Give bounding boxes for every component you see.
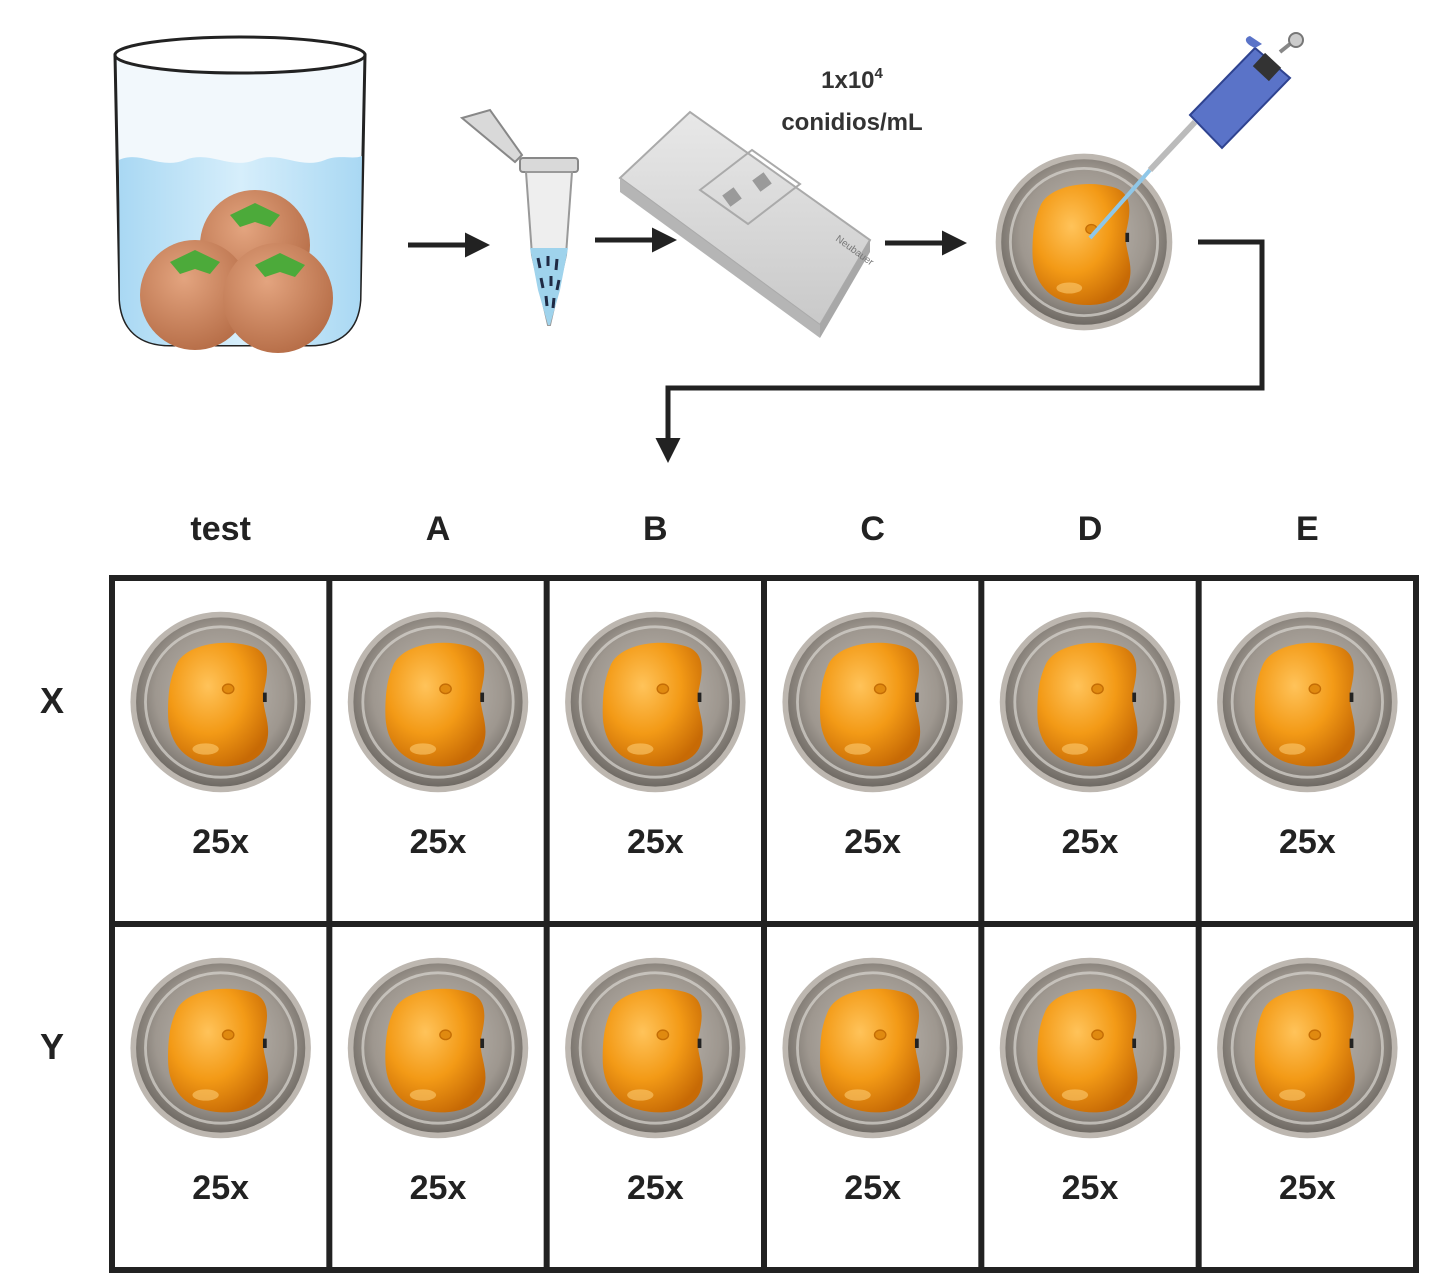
cell-count-label: 25x [1279, 823, 1336, 861]
connector-line [655, 239, 1265, 463]
cell-count-label: 25x [410, 823, 467, 861]
fruit-dish-icon [781, 956, 965, 1140]
fruit-dish-icon [1215, 610, 1399, 794]
cell-count-label: 25x [1279, 1169, 1336, 1207]
cell-count-label: 25x [1062, 823, 1119, 861]
column-header-d: D [1078, 510, 1103, 548]
fruit-dish-icon [1215, 956, 1399, 1140]
cell-count-label: 25x [844, 823, 901, 861]
microtube-icon [459, 108, 579, 326]
concentration-label: 1x104 [821, 65, 883, 94]
cell-count-label: 25x [844, 1169, 901, 1207]
concentration-unit: conidios/mL [781, 109, 922, 136]
column-header-test: test [190, 510, 250, 548]
fruit-dish-icon [129, 610, 313, 794]
persimmon-icon [140, 190, 333, 353]
inoculated-fruit-dish [994, 152, 1174, 332]
fruit-dish-icon [346, 956, 530, 1140]
fruit-dish-icon [346, 610, 530, 794]
grid-content: test A B C D E X 25x 25x 25x 25x 25x 25x Y 25x 25x 25x 25… [40, 510, 1399, 1207]
cell-count-label: 25x [192, 1169, 249, 1207]
column-header-e: E [1296, 510, 1319, 548]
fruit-dish-icon [563, 610, 747, 794]
concentration-exponent: 4 [875, 65, 884, 82]
treatment-grid [109, 575, 1419, 1273]
fruit-dish-icon [998, 956, 1182, 1140]
beaker-icon [113, 35, 367, 353]
cell-count-label: 25x [192, 823, 249, 861]
column-header-a: A [426, 510, 451, 548]
row-label-x: X [40, 680, 64, 721]
row-label-y: Y [40, 1026, 64, 1067]
cell-count-label: 25x [627, 823, 684, 861]
fruit-dish-icon [129, 956, 313, 1140]
fruit-dish-icon [781, 610, 965, 794]
column-header-b: B [643, 510, 668, 548]
column-header-c: C [860, 510, 885, 548]
cell-count-label: 25x [627, 1169, 684, 1207]
counting-chamber-slide: Neubauer [618, 110, 876, 338]
cell-count-label: 25x [1062, 1169, 1119, 1207]
fruit-dish-icon [998, 610, 1182, 794]
cell-count-label: 25x [410, 1169, 467, 1207]
fruit-dish-icon [563, 956, 747, 1140]
concentration-value: 1x10 [821, 67, 874, 94]
pipette-icon [1088, 32, 1304, 240]
